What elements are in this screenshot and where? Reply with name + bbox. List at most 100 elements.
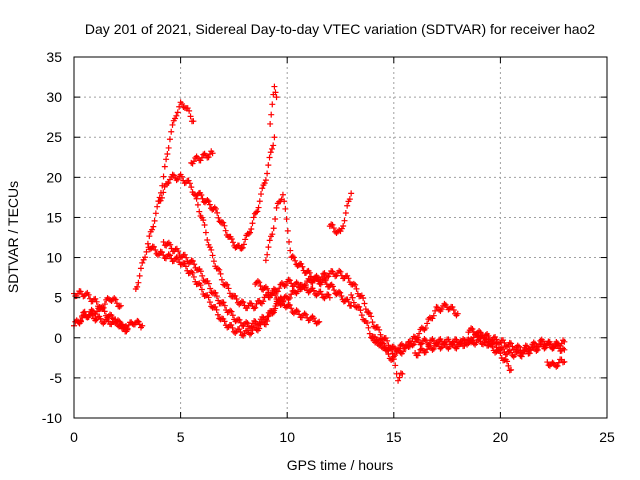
data-point — [281, 198, 288, 205]
data-point — [175, 248, 182, 255]
data-point — [174, 176, 181, 183]
data-point — [166, 176, 173, 183]
data-point — [165, 144, 172, 151]
data-point — [248, 225, 255, 232]
data-point — [325, 291, 332, 298]
data-point — [182, 263, 189, 270]
data-point — [253, 320, 260, 327]
y-tick-label: -10 — [42, 410, 62, 426]
data-point — [279, 191, 286, 198]
data-point — [109, 315, 116, 322]
tick-labels: 0 5 10 15 20 25 -10 -5 0 5 10 15 20 25 30 35 — [42, 49, 615, 445]
data-point — [530, 339, 537, 346]
data-point — [272, 303, 279, 310]
data-point — [268, 308, 275, 315]
data-point — [426, 314, 433, 321]
series-C — [75, 295, 124, 327]
data-point — [422, 349, 429, 356]
data-point — [92, 317, 99, 324]
x-tick-label: 0 — [70, 429, 78, 445]
data-point — [169, 171, 176, 178]
data-point — [271, 83, 278, 90]
x-tick-label: 20 — [493, 429, 509, 445]
data-point — [85, 291, 92, 298]
data-point — [185, 260, 192, 267]
data-point — [107, 297, 114, 304]
data-point — [222, 227, 229, 234]
data-point — [392, 352, 399, 359]
data-points — [71, 83, 568, 384]
data-point — [493, 336, 500, 343]
data-point — [264, 285, 271, 292]
data-point — [189, 269, 196, 276]
data-point — [150, 223, 157, 230]
data-point — [485, 332, 492, 339]
data-point — [241, 330, 248, 337]
data-point — [352, 281, 359, 288]
data-point — [213, 306, 220, 313]
data-point — [150, 243, 157, 250]
data-point — [416, 349, 423, 356]
data-point — [310, 287, 317, 294]
data-point — [336, 267, 343, 274]
data-point — [473, 339, 480, 346]
data-point — [477, 329, 484, 336]
data-point — [432, 307, 439, 314]
data-point — [267, 120, 274, 127]
data-point — [238, 298, 245, 305]
data-point — [240, 241, 247, 248]
data-point — [117, 322, 124, 329]
data-point — [448, 341, 455, 348]
data-point — [258, 191, 265, 198]
data-point — [236, 242, 243, 249]
data-point — [424, 346, 431, 353]
data-point — [228, 321, 235, 328]
data-point — [214, 209, 221, 216]
data-point — [345, 298, 352, 305]
data-point — [186, 180, 193, 187]
data-point — [413, 335, 420, 342]
data-point — [385, 351, 392, 358]
data-point — [501, 357, 508, 364]
data-point — [108, 312, 115, 319]
data-point — [273, 204, 280, 211]
data-point — [250, 305, 257, 312]
data-point — [489, 343, 496, 350]
data-point — [168, 128, 175, 135]
data-point — [163, 156, 170, 163]
data-point — [276, 285, 283, 292]
data-point — [396, 374, 403, 381]
data-point — [554, 342, 561, 349]
data-point — [172, 115, 179, 122]
data-point — [104, 314, 111, 321]
data-point — [270, 225, 277, 232]
data-point — [206, 244, 213, 251]
data-point — [345, 275, 352, 282]
data-point — [286, 302, 293, 309]
series-B — [71, 288, 131, 333]
data-point — [170, 172, 177, 179]
data-point — [337, 289, 344, 296]
data-point — [397, 349, 404, 356]
data-point — [422, 337, 429, 344]
data-point — [390, 344, 397, 351]
data-point — [361, 300, 368, 307]
data-point — [400, 348, 407, 355]
data-point — [265, 289, 272, 296]
data-point — [92, 295, 99, 302]
data-point — [273, 94, 280, 101]
data-point — [204, 197, 211, 204]
data-point — [301, 310, 308, 317]
data-point — [438, 306, 445, 313]
data-point — [136, 272, 143, 279]
data-point — [372, 324, 379, 331]
data-point — [514, 342, 521, 349]
data-point — [496, 347, 503, 354]
data-point — [139, 259, 146, 266]
data-point — [442, 341, 449, 348]
data-point — [247, 324, 254, 331]
data-point — [164, 150, 171, 157]
data-point — [500, 337, 507, 344]
data-point — [512, 351, 519, 358]
data-point — [116, 303, 123, 310]
